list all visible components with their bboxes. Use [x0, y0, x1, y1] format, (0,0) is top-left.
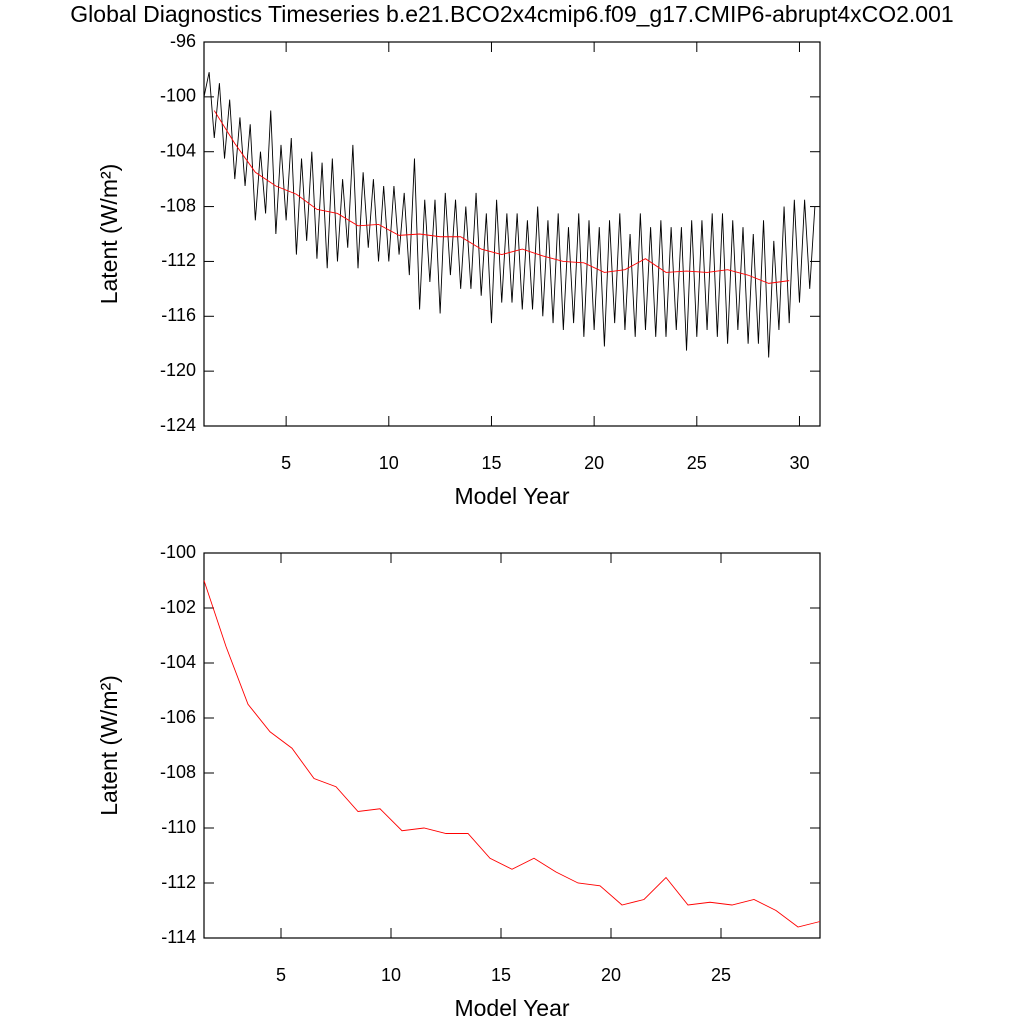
y-tick-label: -104: [160, 140, 196, 160]
x-tick-label: 20: [601, 965, 621, 985]
x-tick-label: 5: [276, 965, 286, 985]
x-axis-label: Model Year: [454, 483, 569, 509]
plot-frame: [203, 552, 821, 939]
x-tick-label: 15: [481, 453, 501, 473]
x-axis-label: Model Year: [454, 995, 569, 1021]
y-tick-label: -114: [161, 927, 196, 947]
x-tick-label: 10: [379, 453, 399, 473]
plot-frame: [203, 41, 821, 427]
x-tick-label: 30: [789, 453, 809, 473]
y-tick-label: -124: [160, 415, 196, 435]
x-tick-label: 25: [711, 965, 731, 985]
y-axis-label: Latent (W/m²): [96, 164, 122, 305]
data-line: [203, 580, 821, 928]
y-tick-label: -104: [160, 652, 196, 672]
y-tick-label: -108: [160, 762, 196, 782]
y-tick-label: -116: [161, 305, 196, 325]
y-tick-label: -112: [161, 872, 196, 892]
y-tick-label: -100: [160, 86, 196, 106]
page-title: Global Diagnostics Timeseries b.e21.BCO2…: [70, 1, 953, 27]
x-tick-label: 20: [584, 453, 604, 473]
x-tick-label: 25: [687, 453, 707, 473]
y-tick-label: -100: [160, 542, 196, 562]
y-tick-label: -108: [160, 195, 196, 215]
y-tick-label: -106: [160, 707, 196, 727]
y-tick-label: -120: [160, 360, 196, 380]
data-line: [203, 72, 816, 358]
x-tick-label: 5: [281, 453, 291, 473]
y-tick-label: -110: [161, 817, 196, 837]
data-line: [213, 110, 790, 284]
y-tick-label: -102: [160, 597, 196, 617]
x-tick-label: 10: [381, 965, 401, 985]
x-tick-label: 15: [491, 965, 511, 985]
y-tick-label: -112: [161, 250, 196, 270]
y-tick-label: -96: [170, 31, 196, 51]
y-axis-label: Latent (W/m²): [96, 675, 122, 816]
